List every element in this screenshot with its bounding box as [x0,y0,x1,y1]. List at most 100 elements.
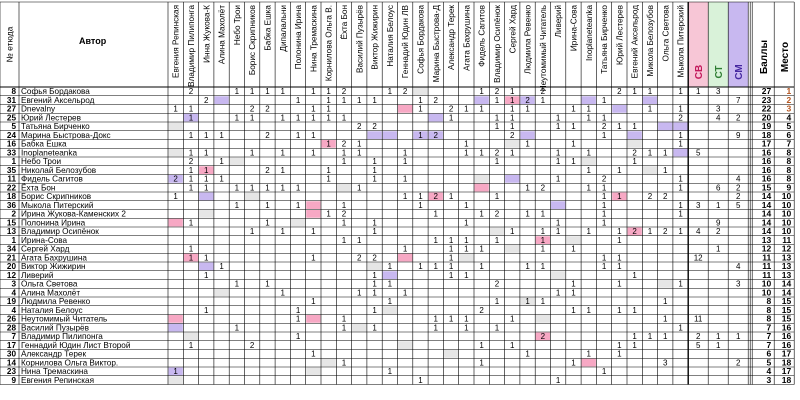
table-row: 30 Александр Терек 1 1 1 1 6 17 [7,349,792,359]
table-row: 12 Ливерий 1 1 1 1 1 11 13 [7,270,792,280]
vote-cell: 2 [495,148,500,157]
vote-cell: 1 [434,210,439,219]
extra-cell-st: 6 [716,183,721,192]
vote-cell: 2 [602,175,607,184]
vote-cell: 2 [663,227,668,236]
shaded-cell [168,323,183,332]
vote-cell: 1 [556,227,561,236]
shaded-cell [489,227,505,236]
shaded-cell [168,148,183,157]
voter-column-header: Виктор Жижирин [371,5,380,70]
vote-cell: 1 [296,315,301,324]
vote-cell: 1 [602,210,607,219]
vote-cell: 1 [602,113,607,122]
entry-number: 31 [7,96,17,105]
place-value: 10 [782,200,792,210]
shaded-cell [321,140,336,148]
shaded-cell [229,157,244,166]
vote-cell: 2 [189,157,194,166]
vote-cell: 1 [388,87,393,96]
vote-cell: 1 [602,253,607,262]
vote-cell: 1 [449,113,454,122]
entry-number: 9 [11,376,16,385]
vote-cell: 2 [602,122,607,131]
place-value: 1 [786,86,791,96]
author-name: Нина Тремаскина [21,367,88,376]
vote-cell: 1 [204,148,209,157]
extra-column-header: СТ [714,65,725,78]
vote-cell: 1 [449,271,454,280]
place-value: 14 [782,279,792,289]
vote-cell: 1 [678,87,683,96]
vote-cell: 1 [510,341,515,350]
extra-cell-sm: 1 [736,332,741,341]
table-row: 17 Геннадий Юдин Лист Второй 1 2 1 1 1 1 5 1 7 16 [7,340,792,350]
shaded-cell [627,131,642,139]
vote-cell: 1 [372,323,377,332]
shaded-cell [658,122,673,131]
shaded-cell [168,175,183,183]
vote-cell: 1 [525,297,530,306]
vote-cell: 1 [342,358,347,367]
entry-number: 18 [7,192,17,201]
table-row: 8 Софья Бордакова 2 1 1 1 1 1 1 2 1 2 1 2 1 2 2 1 1 1 1 3 27 1 [11,86,791,96]
shaded-cell [551,271,566,279]
extra-cell-st: 1 [716,341,721,350]
entry-number: 22 [7,183,17,192]
vote-cell: 1 [418,376,423,385]
entry-number: 12 [7,271,17,280]
extra-cell-sv: 12 [694,253,703,262]
score-value: 10 [762,287,772,297]
vote-cell: 1 [495,157,500,166]
shaded-cell [428,131,443,139]
vote-cell: 1 [204,131,209,140]
shaded-cell [474,96,489,104]
score-value: 8 [766,314,771,324]
vote-cell: 1 [235,87,240,96]
vote-cell: 1 [296,131,301,140]
author-name: Евгений Аксельрод [21,96,95,105]
score-value: 12 [762,244,772,254]
vote-cell: 1 [541,96,546,105]
place-value: 3 [786,104,791,114]
entry-number: 11 [7,175,16,184]
vote-cell: 2 [434,96,439,105]
vote-cell: 1 [403,288,408,297]
shaded-cell [413,131,428,139]
shaded-cell [183,113,199,122]
vote-cell: 1 [510,113,515,122]
voter-column-header: Юрий Лестерев [615,5,624,65]
vote-cell: 1 [525,210,530,219]
vote-cell: 1 [495,192,500,201]
vote-cell: 1 [632,306,637,315]
voter-column-header: Ёхта Бон [339,5,349,39]
vote-cell: 1 [311,113,316,122]
vote-cell: 1 [617,262,622,271]
vote-cell: 1 [479,341,484,350]
vote-cell: 1 [602,183,607,192]
place-value: 5 [786,121,791,131]
voter-column-header: Александр Терек [447,5,456,70]
voter-column-header: Владимир Пилипонга [187,5,196,87]
vote-cell: 1 [464,315,469,324]
voter-column-header: Нина Тремаскина [309,5,318,72]
vote-cell: 1 [265,218,270,227]
vote-cell: 1 [495,122,500,131]
vote-cell: 1 [525,183,530,192]
author-name: Василий Пузырёв [21,323,89,332]
vote-cell: 1 [556,113,561,122]
author-name: Геннадий Юдин Лист Второй [21,341,130,350]
voter-column-header: Дипалальни [279,5,288,52]
entry-number: 1 [11,157,16,166]
vote-cell: 1 [525,105,530,114]
shaded-cell [673,148,688,157]
vote-cell: 1 [571,358,576,367]
voter-column-header: Ливерий [554,5,563,37]
vote-cell: 1 [250,148,255,157]
extra-cell-sv: 11 [694,315,703,324]
shaded-cell [214,288,229,297]
place-value: 6 [786,130,791,140]
vote-cell: 1 [434,236,439,245]
vote-cell: 1 [326,175,331,184]
author-column-header: Автор [79,36,107,46]
